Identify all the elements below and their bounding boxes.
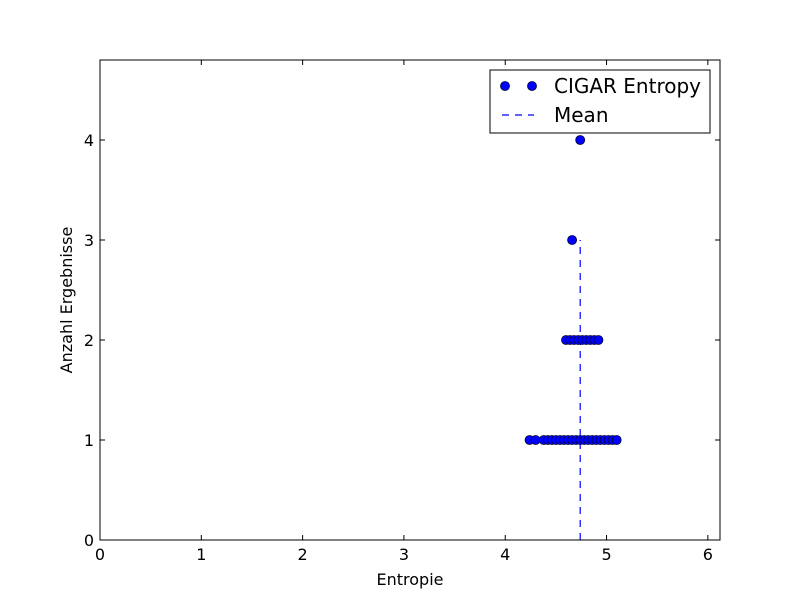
data-point (593, 335, 604, 345)
legend: CIGAR Entropy Mean (489, 69, 711, 134)
y-tick-label: 1 (84, 431, 94, 450)
legend-marker-cigar-entropy-right (527, 81, 537, 91)
legend-label-mean: Mean (554, 103, 609, 127)
x-axis-label: Entropie (377, 570, 444, 589)
x-tick-label: 6 (703, 545, 713, 564)
plot-area (524, 135, 622, 540)
data-point (567, 235, 577, 245)
legend-box (489, 69, 711, 134)
axes-frame (99, 59, 721, 541)
x-tick-label: 1 (196, 545, 206, 564)
x-tick-label: 4 (500, 545, 510, 564)
data-point (530, 435, 541, 445)
y-tick-label: 4 (84, 131, 94, 150)
y-tick-label: 3 (84, 231, 94, 250)
legend-marker-cigar-entropy-left (500, 81, 510, 91)
y-tick-label: 0 (84, 531, 94, 550)
data-point (611, 435, 622, 445)
ticks: 0 1 2 3 4 5 6 0 1 2 3 4 (84, 60, 720, 564)
x-tick-label: 3 (399, 545, 409, 564)
x-tick-label: 0 (95, 545, 105, 564)
y-tick-label: 2 (84, 331, 94, 350)
x-tick-label: 2 (298, 545, 308, 564)
y-axis-label: Anzahl Ergebnisse (57, 227, 76, 374)
data-point (575, 135, 586, 145)
x-tick-label: 5 (601, 545, 611, 564)
legend-label-cigar-entropy: CIGAR Entropy (554, 74, 701, 98)
